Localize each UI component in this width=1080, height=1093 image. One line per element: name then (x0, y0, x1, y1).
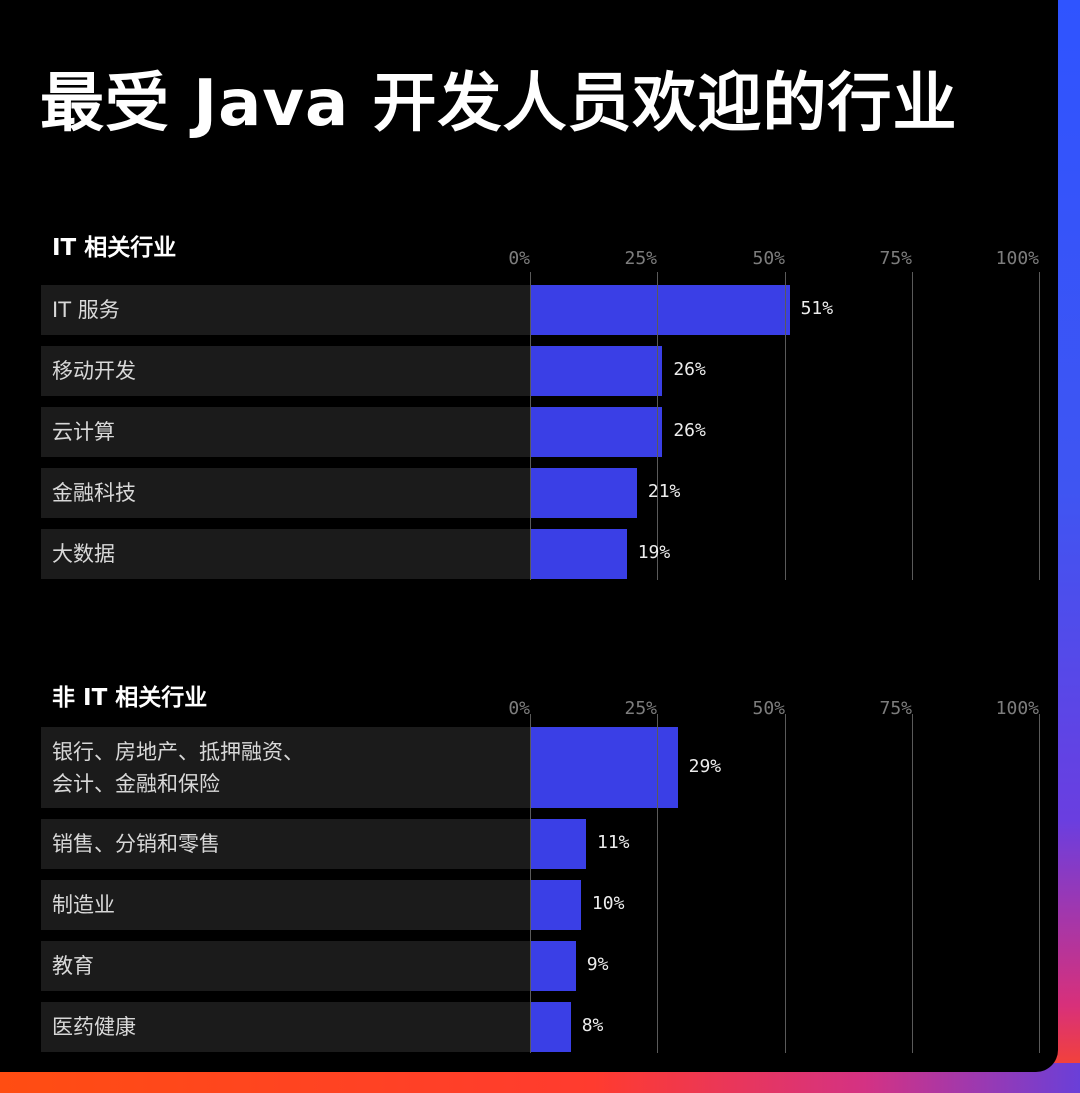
row-background (41, 346, 530, 396)
gridline (1039, 714, 1040, 1053)
bar (530, 880, 581, 930)
bar (530, 285, 790, 335)
row-background (41, 285, 530, 335)
bar (530, 468, 637, 518)
x-tick-label: 25% (624, 248, 657, 269)
gridline (657, 714, 658, 1053)
x-tick-label: 50% (752, 248, 785, 269)
bar (530, 941, 576, 991)
x-tick-label: 50% (752, 698, 785, 719)
bar (530, 346, 663, 396)
category-label: 制造业 (52, 893, 115, 917)
bar (530, 407, 663, 457)
bar (530, 529, 627, 579)
gridline (530, 714, 531, 1053)
infographic-panel: 最受 Java 开发人员欢迎的行业 IT 相关行业 0% 25% 50% 75% 100%… (0, 0, 1058, 1072)
x-tick-label: 100% (995, 248, 1039, 269)
x-tick-label: 0% (508, 698, 530, 719)
category-label: 银行、房地产、抵押融资、 会计、金融和保险 (52, 739, 304, 796)
value-label: 11% (596, 832, 630, 853)
value-label: 21% (647, 481, 681, 502)
gridline (912, 272, 913, 580)
value-label: 10% (591, 893, 625, 914)
category-label: 金融科技 (52, 481, 136, 505)
value-label: 29% (688, 755, 722, 777)
gridline (912, 714, 913, 1053)
gridline (530, 272, 531, 580)
bar (530, 819, 586, 869)
value-label: 51% (800, 298, 834, 319)
page-title: 最受 Java 开发人员欢迎的行业 (40, 67, 958, 141)
bar (530, 727, 678, 808)
x-tick-label: 75% (879, 698, 912, 719)
x-tick-label: 25% (624, 698, 657, 719)
section-title: 非 IT 相关行业 (52, 685, 208, 711)
value-label: 26% (673, 420, 706, 441)
value-label: 9% (586, 954, 609, 975)
row-background (41, 819, 530, 869)
category-label: 大数据 (52, 542, 115, 566)
row-background (41, 880, 530, 930)
category-label: 云计算 (52, 420, 115, 444)
value-label: 26% (673, 359, 706, 380)
category-label: 教育 (52, 954, 94, 978)
row-background (41, 727, 530, 808)
gridline (1039, 272, 1040, 580)
value-label: 8% (581, 1015, 604, 1036)
gridline (785, 272, 786, 580)
bar (530, 1002, 571, 1052)
non-it-industries-chart: 非 IT 相关行业 0% 25% 50% 75% 100% 银行、房地产、抵押融资、 会计、金… (0, 670, 1058, 1065)
category-label: IT 服务 (52, 298, 120, 322)
row-background (41, 941, 530, 991)
section-title: IT 相关行业 (52, 235, 177, 261)
x-tick-label: 75% (879, 248, 912, 269)
row-background (41, 529, 530, 579)
category-label: 销售、分销和零售 (52, 832, 220, 856)
value-label: 19% (637, 542, 671, 563)
row-background (41, 1002, 530, 1052)
row-background (41, 407, 530, 457)
category-label: 移动开发 (52, 359, 136, 383)
row-background (41, 468, 530, 518)
category-label: 医药健康 (52, 1015, 136, 1039)
it-industries-chart: IT 相关行业 0% 25% 50% 75% 100% IT 服务移动开发云计算金融科技大数… (0, 220, 1058, 590)
x-tick-label: 0% (508, 248, 530, 269)
gridline (785, 714, 786, 1053)
gridline (657, 272, 658, 580)
x-tick-label: 100% (995, 698, 1039, 719)
